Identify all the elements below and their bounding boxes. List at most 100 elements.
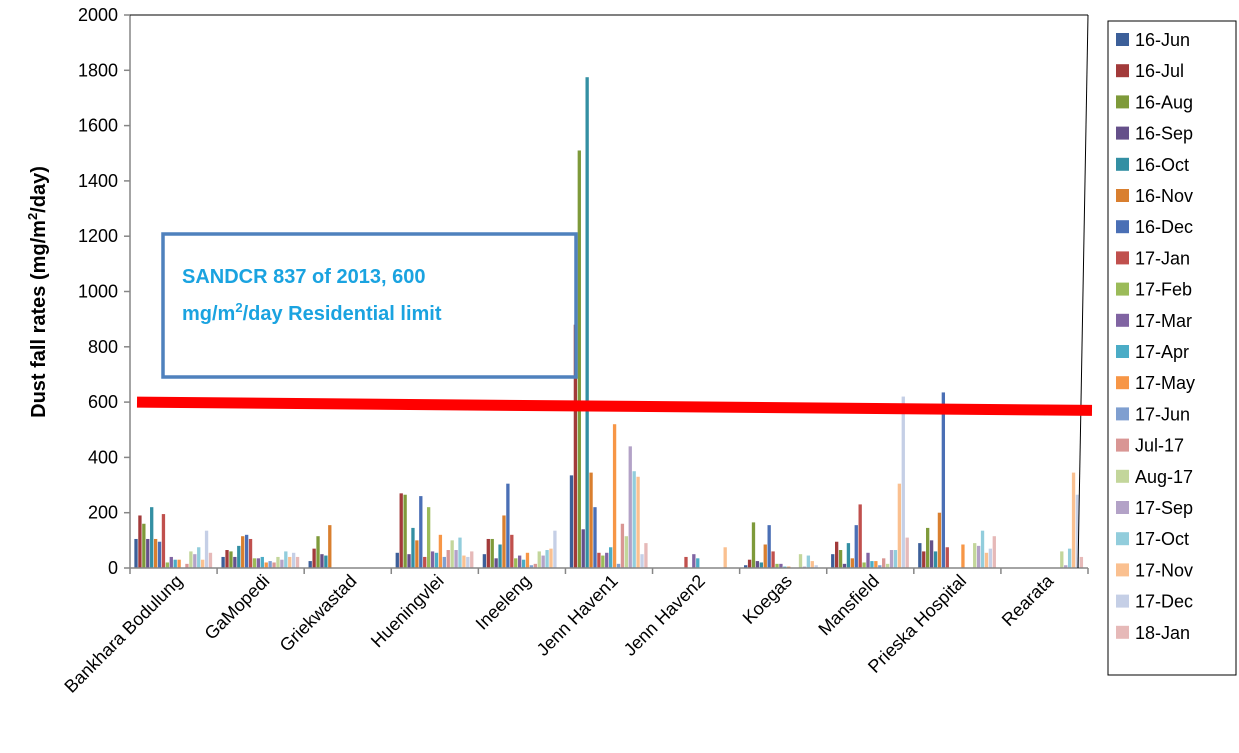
bar (470, 551, 474, 568)
bar (798, 554, 803, 568)
bar (984, 552, 989, 568)
bar (889, 550, 894, 568)
bar (458, 537, 462, 568)
bar (905, 537, 909, 568)
bar (976, 545, 981, 568)
bar (901, 396, 905, 568)
bar-group (134, 77, 1084, 569)
bar (256, 558, 261, 568)
bar (692, 554, 696, 568)
bar (980, 530, 985, 568)
bar (200, 559, 205, 568)
y-tick-label: 400 (88, 447, 118, 467)
bar (434, 552, 439, 568)
bar (537, 551, 541, 568)
annotation-box (161, 232, 578, 379)
legend-swatch (1116, 625, 1129, 639)
y-axis-label-post: /day) (28, 166, 50, 213)
legend-label: 17-Oct (1135, 529, 1189, 549)
bar (233, 556, 237, 568)
legend-swatch (1116, 407, 1129, 421)
legend-swatch (1116, 469, 1129, 483)
y-axis-label: Dust fall rates (mg/m2/day) (25, 166, 50, 418)
bar (407, 554, 411, 568)
y-tick-label: 1200 (78, 226, 118, 246)
bar (1075, 494, 1080, 568)
bar (204, 530, 209, 568)
bar (929, 540, 934, 568)
legend-swatch (1116, 501, 1129, 514)
y-tick-label: 200 (88, 503, 118, 523)
bar (878, 565, 882, 568)
bar (549, 548, 553, 568)
plot-right-border (1077, 14, 1089, 569)
y-tick-label: 600 (88, 392, 118, 412)
bar (581, 529, 585, 568)
bar (185, 563, 189, 568)
bar (150, 507, 154, 568)
bar (288, 556, 292, 568)
x-tick-label: Jenn Haven1 (533, 571, 622, 660)
bar (502, 515, 506, 568)
bar (403, 494, 407, 568)
bar (624, 536, 628, 568)
y-tick-label: 1400 (78, 171, 118, 191)
bar (862, 562, 866, 568)
bar (450, 540, 454, 568)
bar (696, 558, 700, 568)
bar (858, 504, 862, 568)
bar (893, 550, 898, 568)
legend: 16-Jun 16-Jul 16-Aug 16-Sep 16-Oct 16-Nov 16-D… (1116, 30, 1195, 643)
bar (221, 556, 225, 568)
bar (295, 556, 300, 568)
legend-swatch (1116, 220, 1129, 234)
bar (636, 476, 640, 568)
bar (264, 562, 268, 568)
bar (466, 556, 470, 568)
bar (573, 324, 578, 568)
bar (1071, 472, 1076, 568)
bar (291, 552, 296, 568)
legend-label: 16-Jun (1135, 30, 1190, 50)
bar (632, 471, 636, 568)
legend-label: 16-Dec (1135, 217, 1193, 237)
legend-swatch (1116, 282, 1129, 296)
y-tick-label: 800 (88, 337, 118, 357)
bar (506, 483, 510, 568)
y-tick-label: 2000 (78, 5, 118, 25)
bar (1064, 565, 1068, 568)
bar (814, 565, 818, 568)
bar (498, 544, 502, 568)
bar (973, 543, 977, 568)
bar (529, 565, 534, 568)
bar (510, 534, 514, 568)
bar (193, 554, 197, 568)
legend-swatch (1116, 126, 1129, 140)
legend-swatch (1116, 95, 1129, 109)
legend-label: 17-May (1135, 373, 1195, 393)
bar (854, 525, 858, 568)
bar (1079, 556, 1084, 568)
x-tick-label: Mansfield (814, 571, 883, 640)
x-tick-label: Griekwastad (276, 571, 361, 656)
annotation-line-1: SANDCR 837 of 2013, 600 (182, 266, 425, 288)
legend-label: 17-Jun (1135, 404, 1190, 424)
bar (1060, 551, 1064, 568)
legend-swatch (1116, 438, 1129, 452)
legend-swatch (1116, 532, 1129, 546)
bar (490, 538, 494, 568)
legend-box (1107, 20, 1237, 676)
bar (157, 541, 162, 568)
bar (775, 563, 779, 568)
bar (161, 514, 166, 568)
bar (514, 558, 518, 568)
x-tick-label: Koegas (739, 571, 796, 628)
bar (316, 536, 320, 568)
bar (272, 562, 276, 568)
y-axis-label-sup: 2 (25, 213, 40, 220)
bar (743, 565, 748, 568)
bar (605, 552, 609, 568)
bar (138, 515, 142, 568)
bar (918, 543, 922, 568)
x-tick-label: GaMopedi (201, 571, 274, 644)
